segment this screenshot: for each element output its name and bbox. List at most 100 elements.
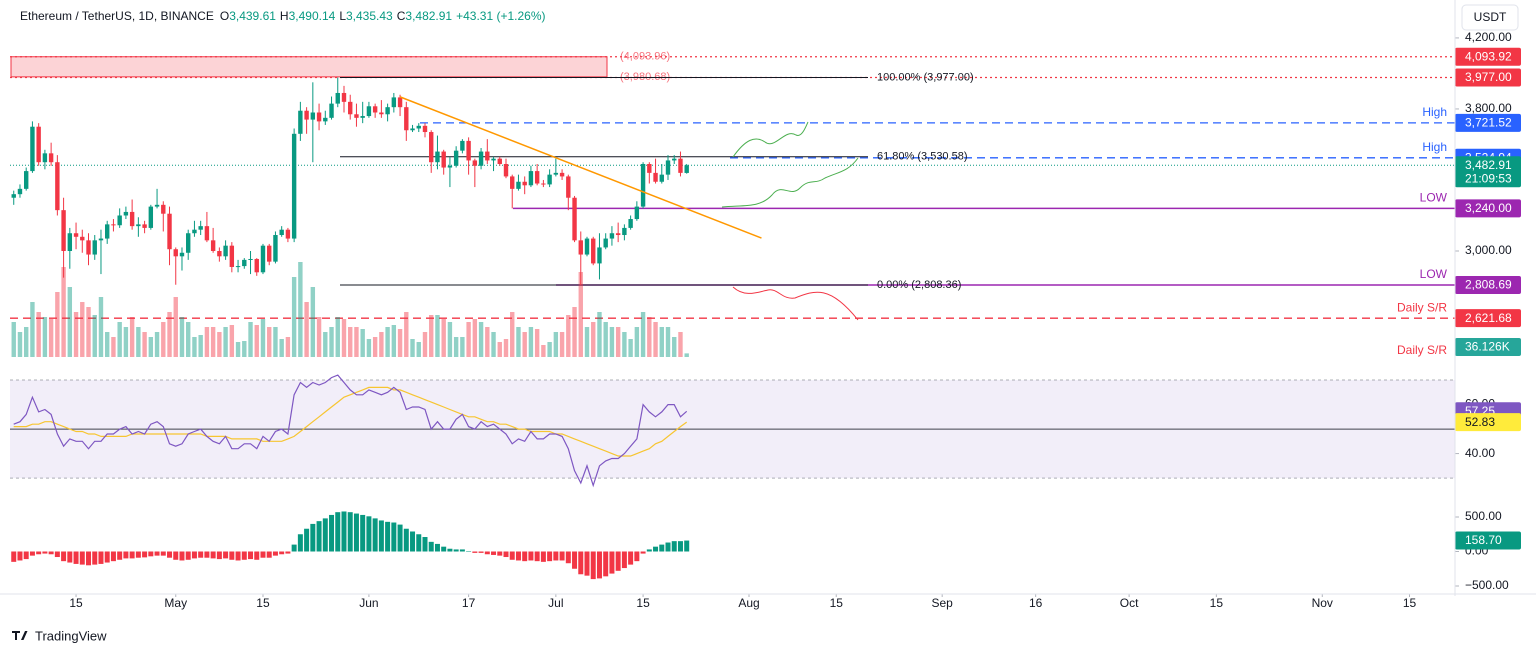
volume-bar — [354, 327, 359, 357]
x-tick-label: Jul — [548, 596, 563, 610]
candle-body — [42, 153, 48, 163]
candle-body — [622, 227, 627, 236]
volume-bar — [291, 277, 297, 357]
candle-body — [173, 249, 178, 257]
candle-body — [472, 160, 478, 166]
macd-bar — [665, 542, 671, 552]
candle-body — [640, 163, 646, 207]
ohlc-key: C — [397, 9, 406, 23]
change: +43.31 (+1.26%) — [456, 9, 545, 23]
volume-bar — [329, 327, 334, 357]
ohlc-key: H — [280, 9, 289, 23]
macd-bar — [540, 551, 546, 562]
candle-body — [672, 158, 677, 161]
x-tick-label: Aug — [738, 596, 759, 610]
x-tick-label: 15 — [830, 596, 844, 610]
candle-body — [597, 247, 602, 264]
brand-logo — [12, 631, 28, 640]
candle-body — [260, 245, 266, 273]
macd-bar — [391, 522, 397, 552]
candle-body — [80, 236, 85, 241]
macd-bar — [42, 551, 48, 554]
candle-body — [86, 240, 91, 255]
candle-body — [478, 151, 484, 166]
macd-bar — [522, 551, 528, 562]
macd-bar — [553, 551, 559, 561]
candle-body — [67, 233, 73, 251]
volume-bar — [48, 319, 54, 357]
level-badge-label: 3,240.00 — [1465, 201, 1512, 215]
volume-bar — [210, 327, 216, 357]
volume-bar — [298, 262, 303, 357]
volume-bar — [24, 327, 29, 357]
volume-bar — [229, 325, 235, 357]
volume-bar — [129, 317, 135, 357]
volume-bar — [235, 342, 241, 357]
volume-bar — [55, 292, 60, 357]
volume-bar — [372, 337, 378, 357]
macd-bar — [204, 551, 210, 558]
candle-body — [422, 125, 428, 133]
macd-bar — [229, 551, 235, 560]
level-badge-label: 3,721.52 — [1465, 116, 1512, 130]
symbol: Ethereum / TetherUS, 1D, BINANCE — [20, 9, 214, 23]
volume-bar — [634, 327, 640, 357]
volume-bar — [385, 327, 390, 357]
candle-body — [659, 174, 664, 182]
volume-bar — [61, 267, 66, 357]
macd-bar — [11, 551, 17, 562]
volume-bar — [628, 339, 633, 357]
macd-bar — [397, 524, 403, 552]
volume-bar — [391, 325, 397, 357]
macd-bar — [410, 531, 416, 552]
candle-body — [254, 258, 259, 273]
macd-bar — [534, 551, 540, 562]
candle-body — [148, 206, 154, 228]
macd-bar — [615, 551, 621, 571]
level-text: High — [1422, 140, 1447, 154]
ohlc-value: 3,439.61 — [229, 9, 276, 23]
last-price-badge — [1455, 156, 1521, 188]
x-tick-label: 15 — [256, 596, 270, 610]
volume-bar — [192, 337, 197, 357]
volume-bar — [497, 342, 502, 357]
candle-body — [441, 151, 446, 168]
macd-bar — [428, 541, 434, 552]
candle-body — [298, 110, 303, 134]
countdown: 21:09:53 — [1465, 171, 1512, 185]
currency[interactable]: USDT — [1474, 10, 1507, 24]
macd-badge-label: 158.70 — [1465, 533, 1502, 547]
rsi-ma-badge — [1455, 413, 1521, 432]
macd-bar — [67, 551, 73, 563]
volume-bar — [360, 329, 365, 357]
volume-bar — [622, 332, 627, 357]
macd-bar — [640, 551, 646, 554]
macd-bar — [142, 551, 148, 558]
volume-bar — [204, 327, 210, 357]
macd-bar — [73, 551, 79, 564]
macd-bar — [316, 521, 322, 552]
currency-button[interactable] — [1461, 4, 1519, 31]
candle-body — [217, 250, 222, 257]
candle-body — [485, 151, 490, 161]
volume-bar — [453, 337, 459, 357]
candle-body — [559, 172, 565, 177]
rsi-ma-badge-label: 52.83 — [1465, 415, 1495, 429]
candle-body — [566, 176, 571, 198]
candle-body — [61, 210, 66, 251]
volume-bar — [491, 332, 496, 357]
zone-label: (3,980.68) — [620, 71, 670, 83]
volume-bar — [142, 332, 147, 357]
candle-body — [316, 112, 322, 122]
macd-bar — [515, 551, 521, 561]
candle-body — [615, 233, 621, 236]
volume-bar — [136, 327, 141, 357]
x-tick-label: Jun — [359, 596, 378, 610]
brand: TradingView — [12, 628, 107, 643]
candle-body — [453, 150, 459, 166]
volume-bar — [597, 312, 602, 357]
fib-label: 61.80% (3,530.58) — [877, 151, 968, 163]
volume-bar — [30, 302, 35, 357]
macd-bar — [360, 514, 366, 552]
volume-bar — [273, 327, 278, 357]
